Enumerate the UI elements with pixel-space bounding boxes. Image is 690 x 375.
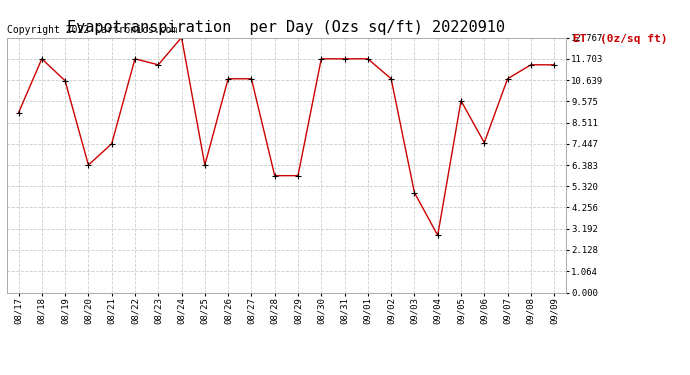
Text: Copyright 2022 Cartronics.com: Copyright 2022 Cartronics.com (7, 25, 177, 35)
Text: ET  (0z/sq ft): ET (0z/sq ft) (573, 34, 667, 44)
Title: Evapotranspiration  per Day (Ozs sq/ft) 20220910: Evapotranspiration per Day (Ozs sq/ft) 2… (68, 20, 505, 35)
